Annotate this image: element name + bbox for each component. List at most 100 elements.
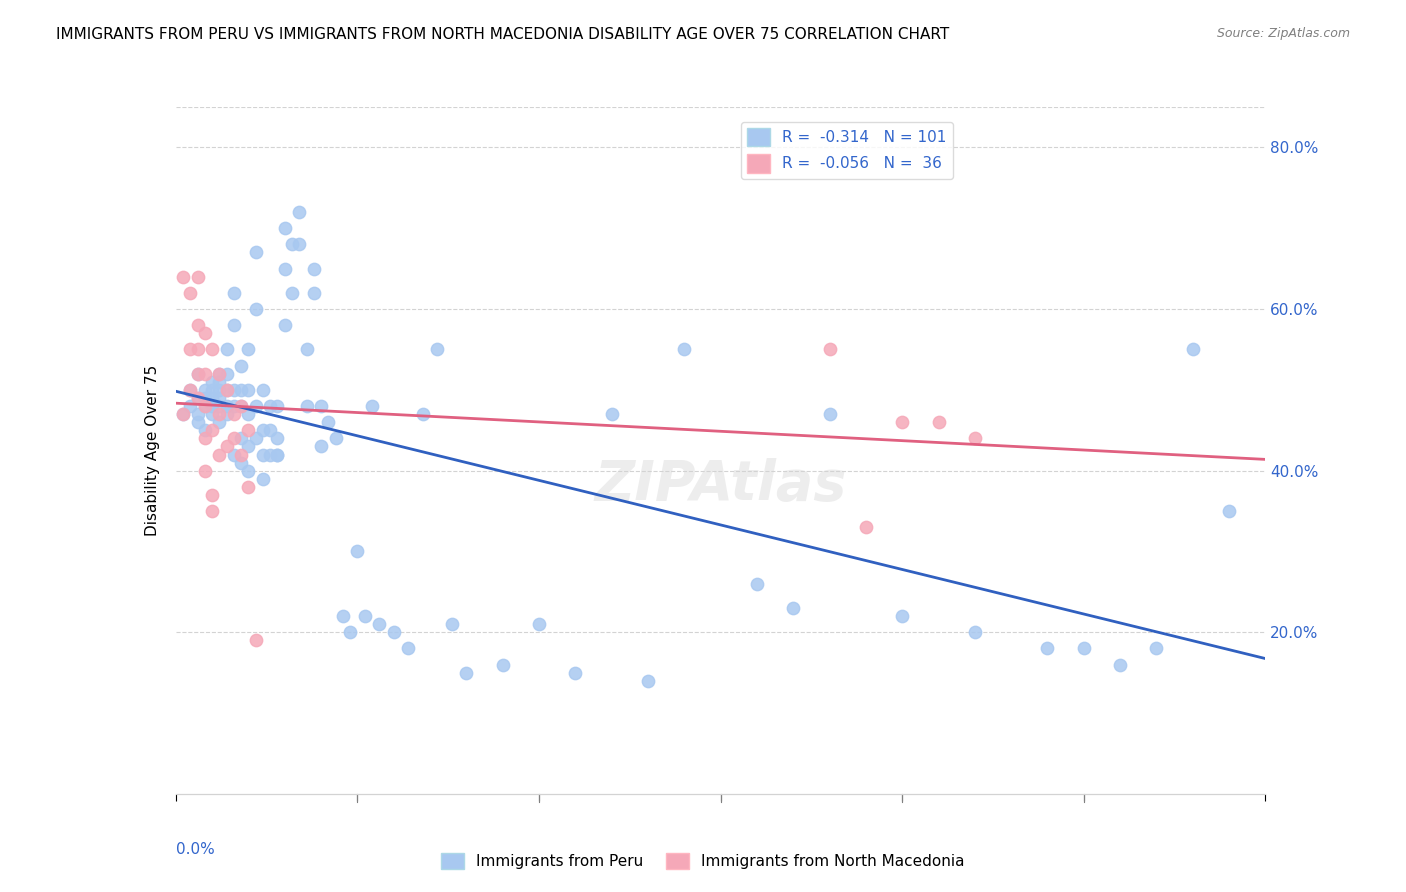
Point (426, 343, 449, 357)
Point (673, 343, 696, 357)
Point (891, 609, 914, 624)
Point (194, 383, 217, 397)
Point (208, 367, 231, 381)
Point (231, 359, 253, 373)
Point (238, 480, 260, 494)
Point (600, 407, 623, 421)
Point (194, 431, 217, 445)
Point (194, 367, 217, 381)
Point (1146, 641, 1168, 656)
Point (382, 625, 405, 640)
Point (215, 383, 238, 397)
Point (1109, 657, 1132, 672)
Point (302, 285, 325, 300)
Point (222, 318, 245, 333)
Point (231, 456, 253, 470)
Point (222, 383, 245, 397)
Point (274, 318, 297, 333)
Point (201, 407, 224, 421)
Point (440, 617, 463, 632)
Point (222, 431, 245, 445)
Point (818, 407, 841, 421)
Point (231, 399, 253, 413)
Point (222, 407, 245, 421)
Point (963, 625, 986, 640)
Point (194, 423, 217, 437)
Point (266, 431, 288, 445)
Point (928, 415, 950, 429)
Point (179, 383, 201, 397)
Point (492, 657, 515, 672)
Point (288, 205, 311, 219)
Point (360, 399, 382, 413)
Point (245, 245, 267, 260)
Point (186, 391, 209, 405)
Point (186, 391, 209, 405)
Point (245, 301, 267, 316)
Point (963, 431, 986, 445)
Point (309, 439, 332, 453)
Point (245, 633, 267, 648)
Point (245, 399, 267, 413)
Point (396, 641, 419, 656)
Point (368, 617, 391, 632)
Point (186, 343, 209, 357)
Point (637, 673, 659, 688)
Point (238, 343, 260, 357)
Point (252, 423, 274, 437)
Point (215, 407, 238, 421)
Point (208, 391, 231, 405)
Text: IMMIGRANTS FROM PERU VS IMMIGRANTS FROM NORTH MACEDONIA DISABILITY AGE OVER 75 C: IMMIGRANTS FROM PERU VS IMMIGRANTS FROM … (56, 27, 949, 42)
Point (412, 407, 434, 421)
Point (172, 407, 194, 421)
Point (339, 625, 361, 640)
Point (891, 415, 914, 429)
Point (238, 423, 260, 437)
Point (266, 448, 288, 462)
Point (231, 448, 253, 462)
Point (238, 407, 260, 421)
Point (179, 383, 201, 397)
Point (208, 383, 231, 397)
Point (252, 383, 274, 397)
Point (1073, 641, 1095, 656)
Point (318, 415, 340, 429)
Point (186, 415, 209, 429)
Point (179, 343, 201, 357)
Point (295, 343, 318, 357)
Point (266, 448, 288, 462)
Point (1218, 504, 1240, 518)
Point (179, 285, 201, 300)
Point (259, 448, 281, 462)
Point (1181, 343, 1204, 357)
Point (215, 399, 238, 413)
Legend: Immigrants from Peru, Immigrants from North Macedonia: Immigrants from Peru, Immigrants from No… (434, 847, 972, 875)
Point (201, 399, 224, 413)
Point (222, 399, 245, 413)
Point (215, 383, 238, 397)
Point (274, 221, 297, 235)
Point (855, 520, 877, 534)
Point (782, 601, 804, 615)
Point (201, 488, 224, 502)
Point (231, 431, 253, 445)
Point (201, 343, 224, 357)
Legend: R =  -0.314   N = 101, R =  -0.056   N =  36: R = -0.314 N = 101, R = -0.056 N = 36 (741, 121, 953, 178)
Point (222, 285, 245, 300)
Point (238, 464, 260, 478)
Point (252, 472, 274, 486)
Point (259, 399, 281, 413)
Point (252, 448, 274, 462)
Point (194, 399, 217, 413)
Point (215, 439, 238, 453)
Text: ZIPAtlas: ZIPAtlas (595, 458, 846, 512)
Point (1036, 641, 1059, 656)
Point (201, 375, 224, 389)
Point (186, 269, 209, 284)
Point (302, 261, 325, 276)
Point (186, 367, 209, 381)
Point (208, 399, 231, 413)
Point (194, 391, 217, 405)
Point (186, 407, 209, 421)
Point (527, 617, 550, 632)
